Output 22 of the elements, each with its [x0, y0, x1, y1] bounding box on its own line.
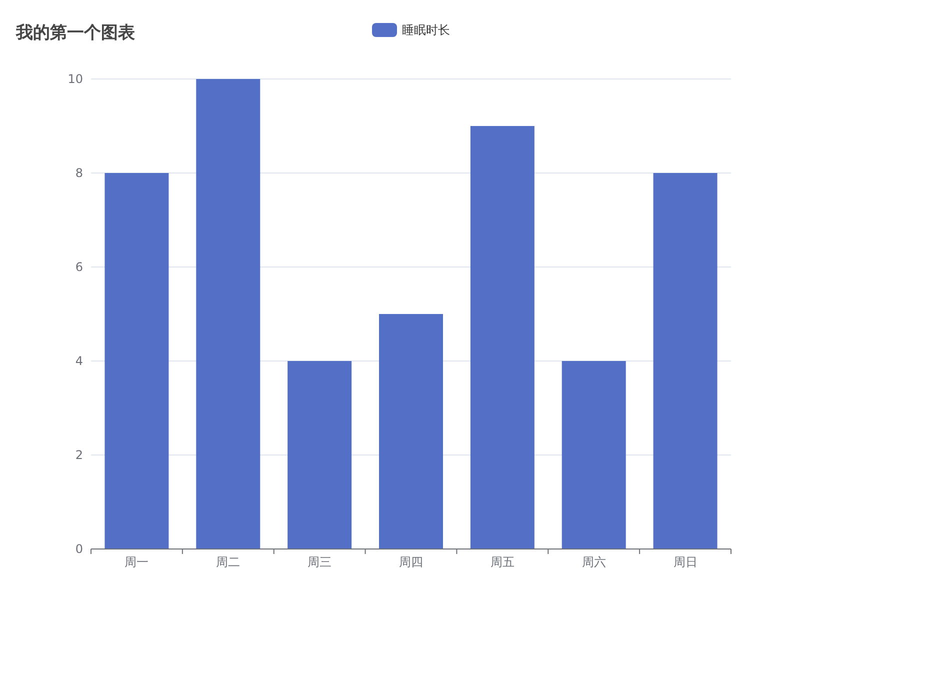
x-tick-label: 周二: [216, 555, 240, 569]
bar: [653, 173, 718, 549]
y-tick-label: 2: [75, 448, 83, 462]
y-tick-label: 4: [75, 354, 83, 368]
x-tick-label: 周一: [124, 555, 149, 569]
x-tick-label: 周五: [490, 555, 514, 569]
y-tick-label: 8: [75, 166, 83, 180]
x-tick-label: 周三: [308, 555, 332, 569]
bar: [104, 173, 169, 549]
x-tick-label: 周六: [582, 555, 606, 569]
y-tick-label: 6: [75, 260, 83, 274]
bar: [196, 79, 260, 549]
y-tick-label: 0: [75, 542, 83, 556]
bar: [562, 361, 626, 549]
chart-title: 我的第一个图表: [15, 23, 136, 43]
legend-label: 睡眠时长: [402, 23, 450, 37]
y-tick-label: 10: [68, 72, 83, 86]
bar: [288, 361, 352, 549]
x-tick-label: 周四: [399, 555, 423, 569]
bar: [470, 126, 534, 549]
x-tick-label: 周日: [673, 555, 698, 569]
bar: [379, 314, 443, 549]
